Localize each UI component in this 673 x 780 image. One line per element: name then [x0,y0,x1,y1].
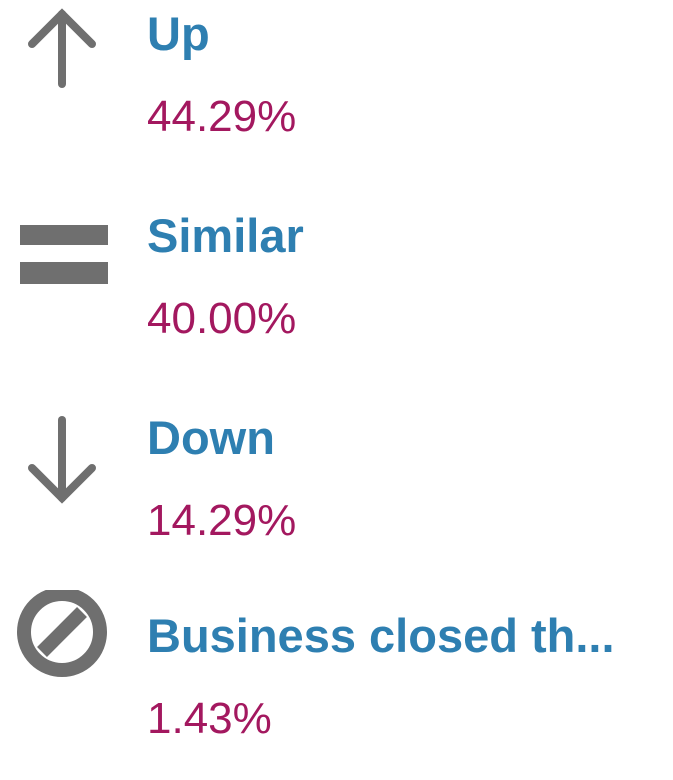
closed-icon [17,590,107,677]
up-icon [28,8,96,88]
item-label: Similar [147,209,304,262]
item-value: 40.00% [147,294,297,343]
item-value: 1.43% [147,694,272,743]
item: Down 14.29% [0,408,673,598]
item-value: 14.29% [147,496,297,545]
item-label: Business closed th... [147,609,615,662]
similar-icon [20,225,108,284]
item-label: Up [147,7,210,60]
item-label: Down [147,411,275,464]
item: Similar 40.00% [0,206,673,396]
item: Up 44.29% [0,4,673,194]
down-icon [28,416,96,504]
item: Business closed th... 1.43% [0,590,673,780]
item-value: 44.29% [147,92,297,141]
page: Up 44.29% Similar 40.00% Down 14.29% Bus… [0,4,673,743]
